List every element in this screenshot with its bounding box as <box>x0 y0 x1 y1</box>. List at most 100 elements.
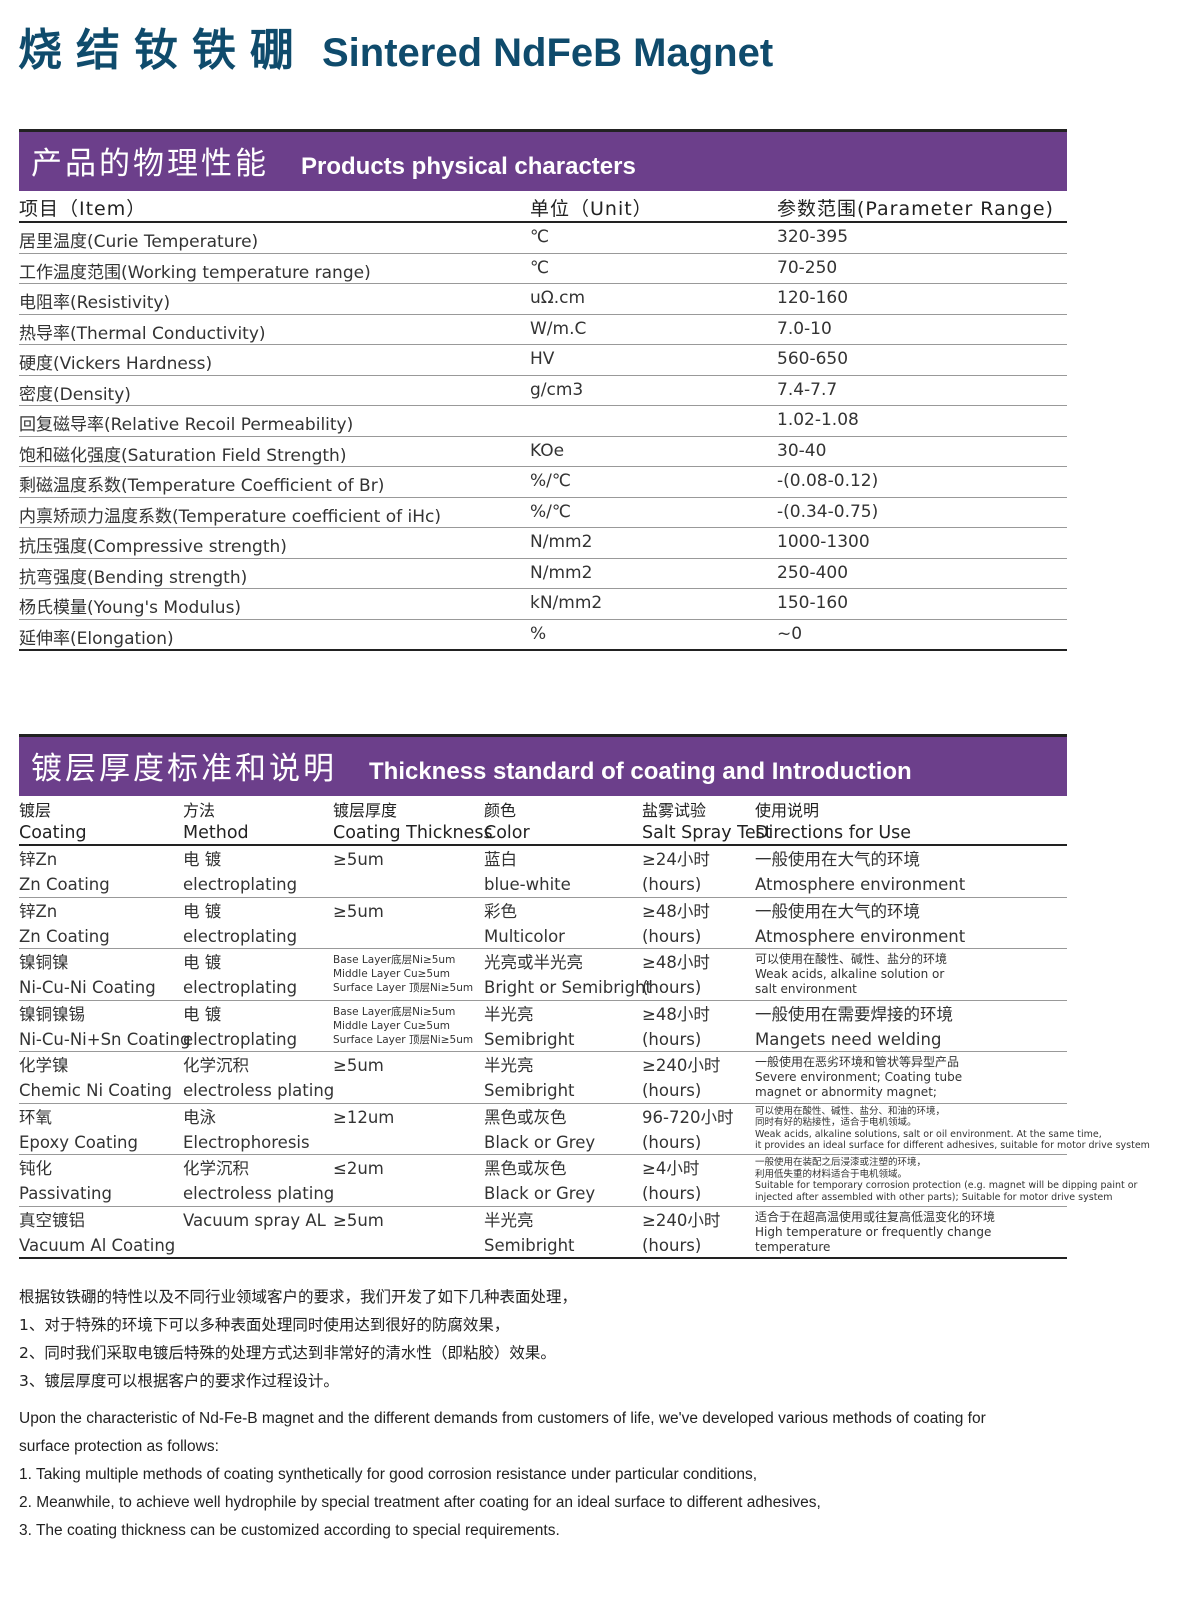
table-cell: 120-160 <box>777 288 849 308</box>
table-cell: KOe <box>530 440 565 461</box>
table-cell: 密度(Density) <box>19 384 131 405</box>
table-cell: uΩ.cm <box>530 288 586 308</box>
table-row: 镍铜镍 Ni-Cu-Ni Coating 电 镀 electroplating Base… <box>19 949 1067 1001</box>
cell-line: electroplating <box>183 978 298 997</box>
table-cell: Base Layer底层Ni≥5um Middle Layer Cu≥5um Sur… <box>333 953 473 995</box>
table-cell: %/℃ <box>530 471 571 491</box>
cell-line: blue-white <box>484 875 571 894</box>
table-cell: 电 镀 electroplating <box>183 950 297 1000</box>
cell-line: (hours) <box>642 1184 702 1203</box>
cell-line: ≥48小时 <box>642 1004 710 1024</box>
table-cell: ≥12um <box>333 1105 394 1130</box>
cell-line: Epoxy Coating <box>19 1132 138 1152</box>
cell-line: 黑色或灰色 <box>484 1107 567 1127</box>
cell-line: Base Layer底层Ni≥5um <box>333 954 456 966</box>
table-cell: 30-40 <box>777 440 827 461</box>
column-header: 颜色 Color <box>484 799 530 845</box>
table-row: 环氧 Epoxy Coating 电泳 Electrophoresis ≥12um 黑色或… <box>19 1104 1150 1155</box>
cell-line: Surface Layer 顶层Ni≥5um <box>333 982 474 994</box>
cell-line: ≥48小时 <box>642 901 710 921</box>
table-row: 密度(Density) g/cm3 7.4-7.7 <box>19 376 1067 406</box>
table-cell: 电阻率(Resistivity) <box>19 293 171 313</box>
table-cell: ≥240小时 (hours) <box>642 1208 720 1258</box>
note-line: 3、镀层厚度可以根据客户的要求作过程设计。 <box>19 1372 339 1390</box>
coating-section-header: 镀层厚度标准和说明 Thickness standard of coating … <box>19 734 1067 796</box>
cell-line: 同时有好的粘接性，适合于电机领域。 <box>755 1117 917 1128</box>
table-cell: Vacuum spray AL <box>183 1208 326 1233</box>
cell-line: 电 镀 <box>183 850 222 869</box>
table-row: 内禀矫顽力温度系数(Temperature coefficient of iHc… <box>19 498 1067 528</box>
table-cell: 镍铜镍锡 Ni-Cu-Ni+Sn Coating <box>19 1002 190 1052</box>
table-cell: 回复磁导率(Relative Recoil Permeability) <box>19 415 354 435</box>
table-cell: 镍铜镍 Ni-Cu-Ni Coating <box>19 950 156 1000</box>
table-cell: ≥5um <box>333 1053 384 1078</box>
table-row: 杨氏模量(Young's Modulus) kN/mm2 150-160 <box>19 589 1067 620</box>
cell-line: 一般使用在装配之后浸漆或注塑的环境， <box>755 1157 927 1168</box>
table-cell: 一般使用在装配之后浸漆或注塑的环境， 利用低失重的材料适合于电机领域。 Suitab… <box>755 1157 1137 1203</box>
cell-line: 一般使用在恶劣环境和管状等异型产品 <box>755 1055 960 1069</box>
table-cell: 1.02-1.08 <box>777 410 859 430</box>
table-cell: 硬度(Vickers Hardness) <box>19 354 213 374</box>
table-cell: 320-395 <box>777 227 849 247</box>
coating-header-en: Thickness standard of coating and Introd… <box>369 758 912 785</box>
table-cell: % <box>530 623 547 644</box>
table-cell: 抗压强度(Compressive strength) <box>19 537 287 557</box>
cell-line: 电 镀 <box>183 953 222 972</box>
cell-line: ≤2um <box>333 1159 384 1178</box>
cell-line: electroless plating <box>183 1081 335 1100</box>
table-cell: 可以使用在酸性、碱性、盐分、和油的环境， 同时有好的粘接性，适合于电机领域。 Wea… <box>755 1106 1150 1152</box>
table-cell: 内禀矫顽力温度系数(Temperature coefficient of iHc… <box>19 506 442 527</box>
cell-line: Vacuum spray AL <box>183 1210 326 1230</box>
table-cell: N/mm2 <box>530 562 593 583</box>
table-cell: 250-400 <box>777 562 849 583</box>
column-header-line: 盐雾试验 <box>642 801 707 820</box>
cell-line: 半光亮 <box>484 1056 534 1075</box>
table-cell: 剩磁温度系数(Temperature Coefficient of Br) <box>19 476 385 496</box>
cell-line: Weak acids, alkaline solution or <box>755 967 945 981</box>
column-header-line: Salt Spray Test <box>642 823 772 843</box>
cell-line: 适合于在超高温使用或往复高低温变化的环境 <box>755 1209 996 1224</box>
table-cell: 钝化 Passivating <box>19 1156 112 1206</box>
column-header: 项目（Item） <box>19 198 147 220</box>
table-row: 热导率(Thermal Conductivity) W/m.C 7.0-10 <box>19 315 1067 345</box>
table-cell: 光亮或半光亮 Bright or Semibright <box>484 950 652 1000</box>
cell-line: Chemic Ni Coating <box>19 1081 172 1100</box>
table-cell: ≥5um <box>333 847 384 872</box>
column-header-line: 使用说明 <box>755 801 820 820</box>
cell-line: 化学镍 <box>19 1056 69 1075</box>
table-row: 延伸率(Elongation)% ~0 <box>19 620 1067 651</box>
cell-line: 化学沉积 <box>183 1159 249 1178</box>
table-cell: 电 镀 electroplating <box>183 899 297 949</box>
cell-line: 真空镀铝 <box>19 1210 85 1230</box>
cell-line: ≥5um <box>333 901 384 921</box>
cell-line: (hours) <box>642 1132 702 1152</box>
table-cell: 饱和磁化强度(Saturation Field Strength) <box>19 445 347 466</box>
table-cell: 1000-1300 <box>777 532 870 552</box>
table-cell: ≤2um <box>333 1156 384 1181</box>
table-cell: ≥4小时 (hours) <box>642 1156 701 1206</box>
physical-header-en: Products physical characters <box>301 153 636 180</box>
cell-line: (hours) <box>642 926 702 946</box>
cell-line: electroplating <box>183 875 298 894</box>
cell-line: electroplating <box>183 926 298 946</box>
cell-line: 钝化 <box>19 1159 52 1178</box>
cell-line: 96-720小时 <box>642 1107 734 1127</box>
cell-line: Zn Coating <box>19 875 110 894</box>
table-cell: 适合于在超高温使用或往复高低温变化的环境 High temperature or … <box>755 1210 995 1255</box>
table-row: 硬度(Vickers Hardness) HV 560-650 <box>19 345 1067 376</box>
cell-line: 可以使用在酸性、碱性、盐分的环境 <box>755 952 948 966</box>
cell-line: Passivating <box>19 1184 112 1203</box>
table-cell: 半光亮 Semibright <box>484 1208 575 1258</box>
cell-line: 光亮或半光亮 <box>484 953 583 972</box>
cell-line: ≥5um <box>333 1056 384 1075</box>
cell-line: Surface Layer 顶层Ni≥5um <box>333 1033 474 1046</box>
column-header: 单位（Unit） <box>530 198 653 220</box>
notes-cn: 根据钕铁硼的特性以及不同行业领域客户的要求，我们开发了如下几种表面处理， 1、对于… <box>19 1283 577 1395</box>
cell-line: 环氧 <box>19 1107 52 1127</box>
note-line: 3. The coating thickness can be customiz… <box>19 1522 560 1539</box>
table-cell: -(0.08-0.12) <box>777 471 879 491</box>
cell-line: 半光亮 <box>484 1210 534 1230</box>
table-cell: 环氧 Epoxy Coating <box>19 1105 138 1155</box>
cell-line: 锌Zn <box>19 850 58 869</box>
cell-line: ≥5um <box>333 1210 384 1230</box>
